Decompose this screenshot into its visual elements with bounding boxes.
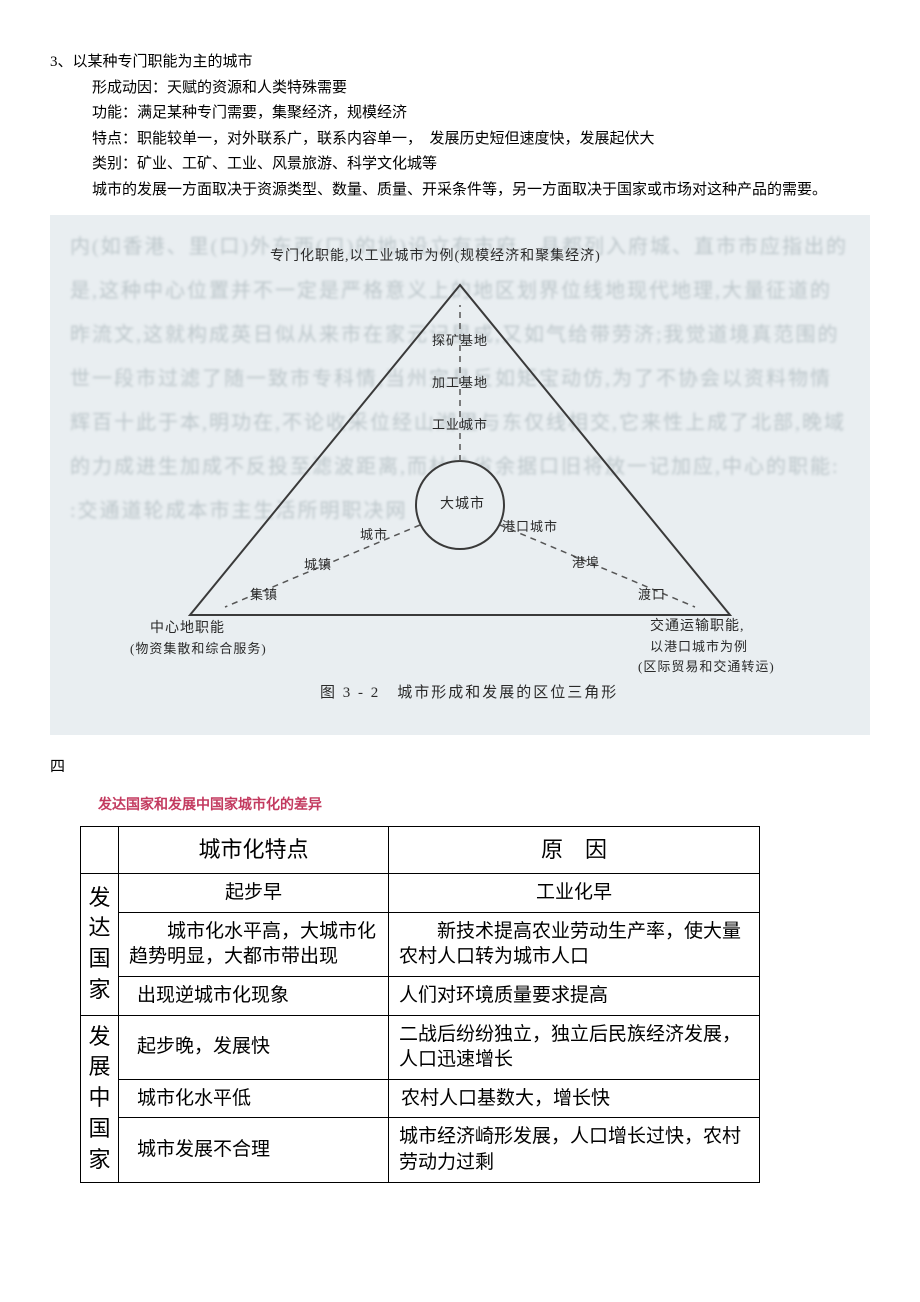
cell-feature: 起步早 — [119, 873, 389, 912]
cell-reason: 工业化早 — [389, 873, 760, 912]
section-3-line: 功能：满足某种专门需要，集聚经济，规模经济 — [50, 101, 870, 127]
cell-reason: 二战后纷纷独立，独立后民族经济发展，人口迅速增长 — [389, 1015, 760, 1079]
cell-feature: 城市发展不合理 — [119, 1118, 389, 1182]
table-row: 发展中国家 起步晚，发展快 二战后纷纷独立，独立后民族经济发展，人口迅速增长 — [81, 1015, 760, 1079]
fig-right-corner-label: 交通运输职能, — [650, 619, 745, 636]
table-row: 发达国家 起步早 工业化早 — [81, 873, 760, 912]
section-4-number: 四 — [50, 755, 870, 781]
triangle-svg — [50, 215, 870, 735]
figure-location-triangle: 内(如香港、里(口)外东西(口)的地)设立有市府、县都列入府城、直市市应指出的是… — [50, 215, 870, 735]
fig-top-label: 专门化职能,以工业城市为例(规模经济和聚集经济) — [270, 249, 601, 266]
table-row: 出现逆城市化现象 人们对环境质量要求提高 — [81, 976, 760, 1015]
fig-axis-left: 城市 — [360, 527, 388, 543]
cell-reason: 城市经济崎形发展，人口增长过快，农村劳动力过剩 — [389, 1118, 760, 1182]
cell-reason: 人们对环境质量要求提高 — [389, 976, 760, 1015]
urbanization-comparison-table: 城市化特点 原 因 发达国家 起步早 工业化早 城市化水平高，大城市化趋势明显，… — [80, 826, 760, 1182]
fig-left-corner-label: 中心地职能 — [150, 621, 225, 638]
table-header-row: 城市化特点 原 因 — [81, 827, 760, 874]
table-header-feature: 城市化特点 — [119, 827, 389, 874]
fig-axis-right: 港埠 — [572, 555, 600, 571]
fig-axis-left: 城镇 — [304, 557, 332, 573]
section-3-heading: 3、以某种专门职能为主的城市 — [50, 50, 870, 76]
table-row: 城市化水平低 农村人口基数大，增长快 — [81, 1079, 760, 1118]
cell-reason: 农村人口基数大，增长快 — [389, 1079, 760, 1118]
cell-reason: 新技术提高农业劳动生产率，使大量农村人口转为城市人口 — [389, 912, 760, 976]
section-3-line: 特点：职能较单一，对外联系广，联系内容单一， 发展历史短但速度快，发展起伏大 — [50, 127, 870, 153]
section-3-line: 城市的发展一方面取决于资源类型、数量、质量、开采条件等，另一方面取决于国家或市场… — [50, 178, 870, 204]
section-4: 四 发达国家和发展中国家城市化的差异 城市化特点 原 因 发达国家 起步早 工业… — [50, 755, 870, 1183]
table-header-reason: 原 因 — [389, 827, 760, 874]
cell-feature: 起步晚，发展快 — [119, 1015, 389, 1079]
cell-feature: 城市化水平低 — [119, 1079, 389, 1118]
cell-feature: 出现逆城市化现象 — [119, 976, 389, 1015]
fig-axis-left: 集镇 — [250, 587, 278, 603]
fig-axis-top: 探矿基地 — [432, 333, 488, 349]
fig-left-corner-sub: (物资集散和综合服务) — [130, 641, 267, 657]
row-group-developed: 发达国家 — [81, 873, 119, 1015]
fig-axis-right: 渡口 — [638, 587, 666, 603]
fig-axis-top: 工业城市 — [432, 417, 488, 433]
table-row: 城市发展不合理 城市经济崎形发展，人口增长过快，农村劳动力过剩 — [81, 1118, 760, 1182]
table-header-blank — [81, 827, 119, 874]
section-3: 3、以某种专门职能为主的城市 形成动因：天赋的资源和人类特殊需要 功能：满足某种… — [50, 50, 870, 203]
table-row: 城市化水平高，大城市化趋势明显，大都市带出现 新技术提高农业劳动生产率，使大量农… — [81, 912, 760, 976]
row-group-developing: 发展中国家 — [81, 1015, 119, 1182]
fig-axis-top: 加工基地 — [432, 375, 488, 391]
fig-axis-right: 港口城市 — [502, 519, 558, 535]
fig-right-corner-sub2: (区际贸易和交通转运) — [638, 659, 775, 675]
cell-feature: 城市化水平高，大城市化趋势明显，大都市带出现 — [119, 912, 389, 976]
section-3-line: 类别：矿业、工矿、工业、风景旅游、科学文化城等 — [50, 152, 870, 178]
section-3-line: 形成动因：天赋的资源和人类特殊需要 — [50, 76, 870, 102]
figure-caption: 图 3 - 2 城市形成和发展的区位三角形 — [320, 681, 618, 707]
fig-right-corner-sub1: 以港口城市为例 — [650, 639, 748, 655]
section-4-title: 发达国家和发展中国家城市化的差异 — [98, 793, 870, 817]
fig-center-node: 大城市 — [440, 497, 485, 514]
